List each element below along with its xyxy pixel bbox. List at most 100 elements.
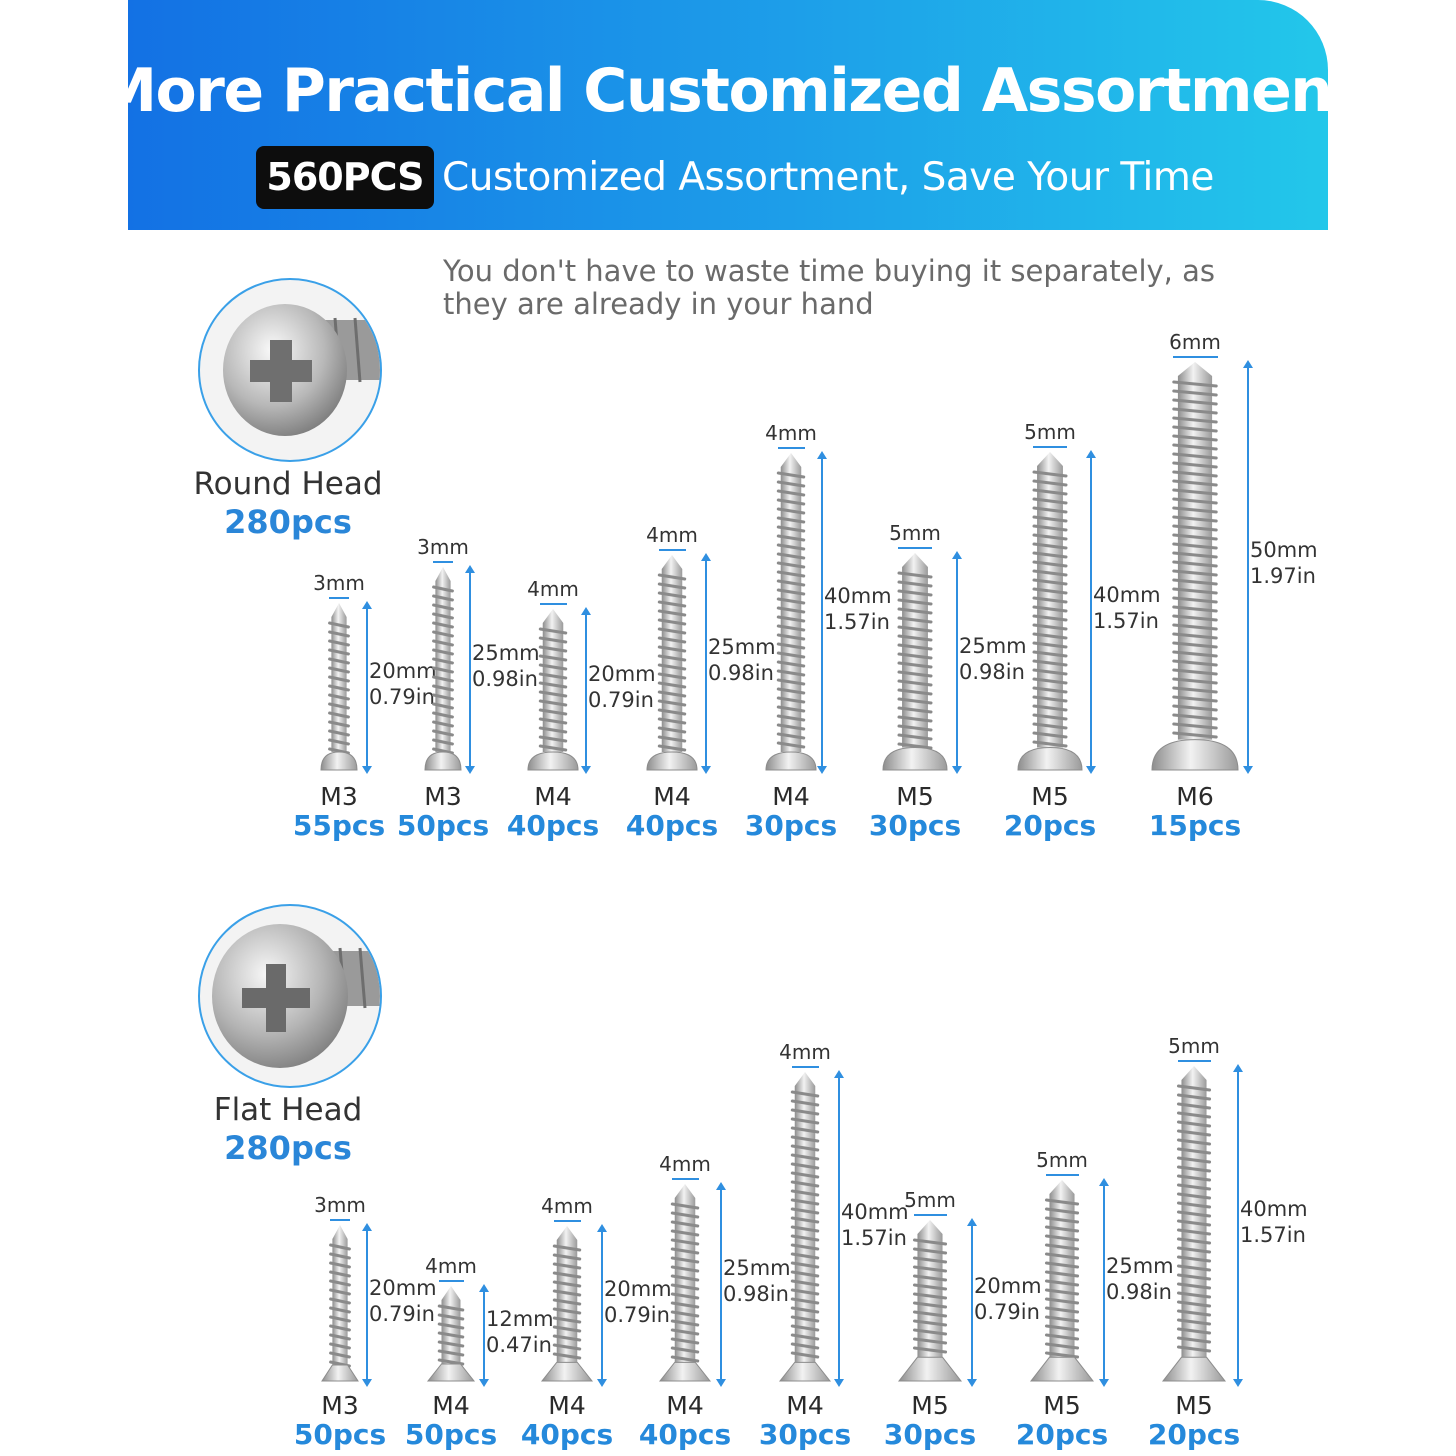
flat-head-screw-quantity: 50pcs [396,1418,506,1451]
round-head-screw-size: M4 [617,782,727,811]
round-head-screw-diameter: 4mm [751,421,831,445]
round-head-length-arrow [956,553,958,772]
round-head-length-arrow [585,609,587,772]
round-head-label: Round Head [158,466,418,502]
flat-head-diameter-marker [914,1214,947,1216]
round-head-screw-size: M4 [736,782,846,811]
round-head-screw-image [764,453,818,776]
round-head-screw-image [526,609,580,776]
round-head-length-arrow [705,555,707,772]
flat-head-length-arrow [971,1220,973,1385]
round-head-screw-size: M5 [995,782,1105,811]
description: You don't have to waste time buying it s… [443,255,1243,321]
flat-head-screw-quantity: 50pcs [285,1418,395,1451]
round-head-diameter-marker [778,447,805,449]
round-head-length-arrow [1247,362,1249,772]
flat-head-screw-diameter: 4mm [411,1254,491,1278]
round-head-screw-image [1016,452,1084,776]
round-head-screw-quantity: 15pcs [1140,809,1250,842]
subtitle: Customized Assortment, Save Your Time [442,152,1214,204]
flat-head-diameter-marker [554,1220,581,1222]
round-head-screw-size: M6 [1140,782,1250,811]
flat-head-screw-diameter: 5mm [890,1188,970,1212]
round-head-screw-image [881,553,949,776]
round-head-screw-quantity: 40pcs [498,809,608,842]
flat-head-screw-diameter: 4mm [527,1194,607,1218]
page-title: More Practical Customized Assortment [0,56,1456,126]
flat-head-screw-diameter: 5mm [1022,1148,1102,1172]
quantity-badge: 560PCS [256,146,434,209]
round-head-screw-diameter: 3mm [403,535,483,559]
flat-head-screw-length: 40mm 1.57in [1240,1196,1308,1248]
flat-head-label: Flat Head [158,1092,418,1128]
flat-head-diameter-marker [330,1219,350,1221]
flat-head-screw-quantity: 40pcs [630,1418,740,1451]
flat-head-screw-size: M5 [1007,1391,1117,1420]
round-head-screw-size: M3 [388,782,498,811]
flat-head-length-arrow [366,1225,368,1385]
round-head-screw-quantity: 40pcs [617,809,727,842]
round-head-screw-icon [198,278,382,462]
flat-head-screw-quantity: 20pcs [1007,1418,1117,1451]
round-head-diameter-marker [659,549,686,551]
round-head-screw-diameter: 3mm [299,571,379,595]
flat-head-diameter-marker [672,1178,699,1180]
flat-head-length-arrow [838,1072,840,1385]
flat-head-screw-size: M5 [875,1391,985,1420]
flat-head-screw-image [658,1184,712,1389]
round-head-length-arrow [469,567,471,772]
flat-head-diameter-marker [792,1066,819,1068]
flat-head-screw-image [1161,1066,1227,1389]
round-head-diameter-marker [1173,356,1218,358]
flat-head-diameter-marker [439,1280,464,1282]
round-head-screw-quantity: 20pcs [995,809,1105,842]
flat-head-screw-diameter: 5mm [1154,1034,1234,1058]
flat-head-screw-image [778,1072,832,1389]
flat-head-screw-size: M3 [285,1391,395,1420]
flat-head-diameter-marker [1046,1174,1079,1176]
flat-head-screw-image [897,1220,963,1389]
flat-head-screw-quantity: 30pcs [750,1418,860,1451]
flat-head-screw-size: M5 [1139,1391,1249,1420]
round-head-screw-diameter: 6mm [1155,330,1235,354]
flat-head-length-arrow [601,1226,603,1385]
round-head-screw-quantity: 30pcs [860,809,970,842]
round-head-screw-quantity: 30pcs [736,809,846,842]
flat-head-length-arrow [720,1184,722,1385]
flat-head-diameter-marker [1178,1060,1211,1062]
round-head-screw-diameter: 4mm [632,523,712,547]
round-head-screw-diameter: 5mm [875,521,955,545]
round-head-screw-length: 50mm 1.97in [1250,537,1318,589]
round-head-length-arrow [366,603,368,772]
flat-head-screw-image [320,1225,360,1389]
flat-head-screw-size: M4 [750,1391,860,1420]
flat-head-screw-image [1029,1180,1095,1389]
round-head-length-arrow [1090,452,1092,772]
flat-head-screw-diameter: 3mm [300,1193,380,1217]
flat-head-screw-size: M4 [630,1391,740,1420]
round-head-screw-size: M3 [284,782,394,811]
round-head-screw-diameter: 5mm [1010,420,1090,444]
flat-head-screw-quantity: 40pcs [512,1418,622,1451]
round-head-screw-image [319,603,359,776]
round-head-screw-quantity: 50pcs [388,809,498,842]
flat-head-screw-icon [198,904,382,1088]
round-head-screw-image [1150,362,1240,776]
round-head-screw-image [423,567,463,776]
flat-head-screw-image [540,1226,594,1389]
round-head-screw-diameter: 4mm [513,577,593,601]
round-head-diameter-marker [329,597,349,599]
flat-head-screw-quantity: 30pcs [875,1418,985,1451]
flat-head-screw-diameter: 4mm [645,1152,725,1176]
round-head-screw-quantity: 55pcs [284,809,394,842]
flat-head-screw-size: M4 [396,1391,506,1420]
round-head-length-arrow [821,453,823,772]
round-head-screw-image [645,555,699,776]
flat-head-screw-size: M4 [512,1391,622,1420]
round-head-diameter-marker [1033,446,1067,448]
flat-head-length-arrow [483,1286,485,1385]
round-head-diameter-marker [540,603,567,605]
flat-head-count: 280pcs [158,1129,418,1167]
flat-head-screw-image [426,1286,476,1389]
round-head-diameter-marker [433,561,453,563]
